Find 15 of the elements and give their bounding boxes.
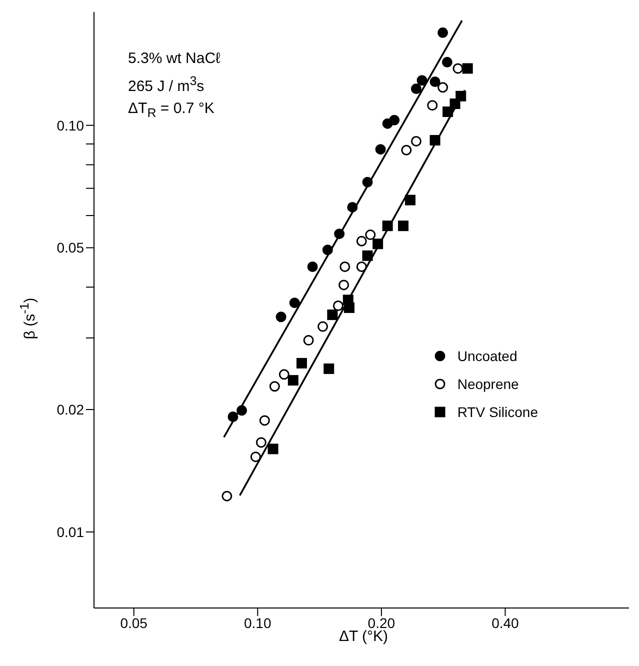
x-tick-label: 0.05 bbox=[120, 614, 148, 631]
annotation: 265 J / m$^{3}$s bbox=[128, 73, 206, 97]
legend-label: Neoprene bbox=[457, 376, 519, 392]
y-tick-label: 0.05 bbox=[56, 240, 84, 256]
y-tick-label: 0.10 bbox=[56, 117, 84, 134]
x-tick-label: 0.10 bbox=[244, 614, 272, 631]
legend-label: RTV Silicone bbox=[457, 404, 538, 420]
legend-label: Uncoated bbox=[457, 348, 518, 364]
annotation: 5.3% wt NaCℓ bbox=[128, 49, 220, 69]
annotation: ΔT$_{R}$ = 0.7 °K bbox=[128, 99, 216, 122]
y-tick-label: 0.01 bbox=[56, 524, 84, 540]
x-tick-label: 0.20 bbox=[368, 614, 396, 631]
y-tick-label: 0.02 bbox=[56, 402, 84, 418]
x-tick-label: 0.40 bbox=[492, 614, 520, 631]
x-axis-title: ΔT (°K) bbox=[338, 628, 388, 645]
